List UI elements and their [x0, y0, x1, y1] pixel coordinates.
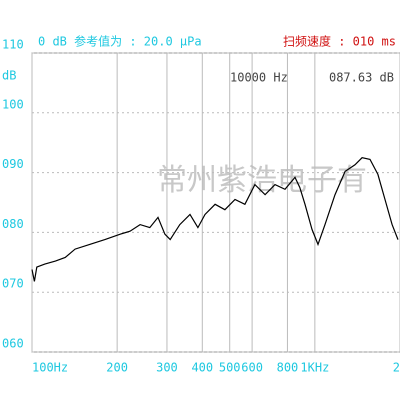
y-tick-label: 070	[2, 277, 24, 291]
x-tick-label: 200	[106, 361, 128, 375]
reference-label: 0 dB 参考值为 : 20.0 μPa	[38, 34, 202, 49]
x-tick-label: 1KHz	[300, 361, 329, 375]
y-tick-label: 090	[2, 157, 24, 171]
x-tick-label: 100Hz	[32, 361, 68, 375]
readout-level: 087.63 dB	[329, 71, 394, 85]
response-curve	[31, 157, 399, 282]
y-tick-label: 080	[2, 217, 24, 231]
y-unit: dB	[2, 69, 16, 83]
y-tick-label: 110	[2, 38, 24, 52]
x-tick-label: 500	[219, 361, 241, 375]
x-tick-label: 400	[191, 361, 213, 375]
x-tick-label: 800	[277, 361, 299, 375]
y-tick-label: 060	[2, 337, 24, 351]
readout-frequency: 10000 Hz	[230, 71, 288, 85]
x-tick-label: 2	[393, 361, 400, 375]
x-tick-label: 300	[156, 361, 178, 375]
x-tick-label: 600	[241, 361, 263, 375]
y-tick-label: 100	[2, 97, 24, 111]
sweep-speed: 扫频速度 : 010 ms	[283, 34, 396, 49]
